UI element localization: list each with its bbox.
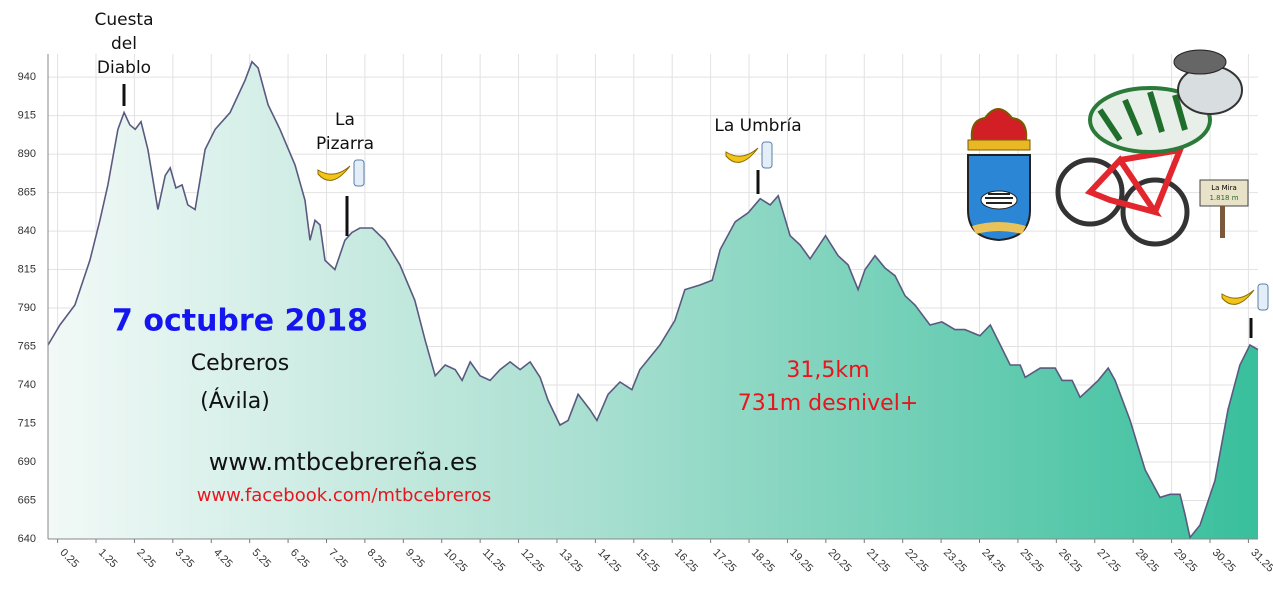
x-tick-label: 31.25 [1248,547,1273,575]
annotation-text: La [335,110,355,130]
x-tick-label: 20.25 [826,547,854,575]
x-tick-label: 29.25 [1171,547,1199,575]
x-tick-label: 0.25 [57,547,81,571]
chart: 640 665 690 715 740 765 790 815 840 865 890 915 940 0… [0,0,1273,585]
banana-icon [1222,290,1254,304]
y-tick-label: 790 [18,302,36,314]
y-tick-label: 890 [18,148,36,160]
x-tick-label: 16.25 [672,547,700,575]
x-tick-label: 26.25 [1056,547,1084,575]
x-tick-label: 19.25 [787,547,815,575]
x-tick-label: 17.25 [710,547,738,575]
banana-icon [318,166,350,180]
y-tick-label: 690 [18,456,36,468]
province: (Ávila) [200,388,270,414]
water-bottle-icon [1258,284,1268,310]
annotation-text: Pizarra [316,134,374,154]
x-tick-label: 7.25 [326,547,350,571]
x-tick-label: 23.25 [941,547,969,575]
website: www.mtbcebrereña.es [209,448,478,476]
x-tick-label: 4.25 [211,547,235,571]
date: 7 octubre 2018 [112,304,368,339]
x-tick-label: 2.25 [134,547,158,571]
x-tick-label: 14.25 [595,547,623,575]
sign-altitude: 1.818 m [1209,194,1238,202]
y-tick-label: 765 [18,340,36,352]
x-tick-label: 22.25 [903,547,931,575]
distance: 31,5km [786,358,869,383]
y-tick-label: 815 [18,263,36,275]
annotation-text: Diablo [97,58,151,78]
annotation-text: del [111,34,137,54]
x-tick-label: 8.25 [365,547,389,571]
x-tick-label: 6.25 [288,547,312,571]
x-tick-label: 9.25 [403,547,427,571]
x-tick-label: 3.25 [173,547,197,571]
x-tick-label: 13.25 [557,547,585,575]
x-tick-label: 15.25 [634,547,662,575]
annotation-text: La Umbría [714,116,801,136]
y-tick-label: 940 [18,71,36,83]
elevation-gain: 731m desnivel+ [738,391,919,416]
x-tick-label: 28.25 [1133,547,1161,575]
facebook: www.facebook.com/mtbcebreros [197,485,492,506]
cyclist-illustration: La Mira 1.818 m [1058,50,1248,244]
y-tick-label: 740 [18,379,36,391]
coat-of-arms [968,109,1030,240]
x-tick-label: 30.25 [1210,547,1238,575]
x-tick-label: 25.25 [1018,547,1046,575]
x-tick-label: 1.25 [96,547,120,571]
x-tick-label: 10.25 [442,547,470,575]
x-tick-label: 11.25 [480,547,507,574]
y-tick-label: 715 [18,417,36,429]
x-tick-label: 27.25 [1095,547,1123,575]
y-tick-label: 865 [18,186,36,198]
x-tick-label: 5.25 [249,547,273,571]
x-tick-label: 12.25 [518,547,546,575]
y-tick-label: 640 [18,533,36,545]
page: 640 665 690 715 740 765 790 815 840 865 890 915 940 0… [0,0,1273,589]
y-tick-label: 915 [18,109,36,121]
town: Cebreros [191,351,289,376]
annotation-text: Cuesta [94,10,153,30]
x-tick-label: 24.25 [979,547,1007,575]
water-bottle-icon [762,142,772,168]
banana-icon [726,148,758,162]
x-tick-label: 21.25 [864,547,892,575]
water-bottle-icon [354,160,364,186]
sign-name: La Mira [1211,184,1237,192]
y-tick-label: 840 [18,225,36,237]
y-tick-label: 665 [18,494,36,506]
x-tick-label: 18.25 [749,547,777,575]
